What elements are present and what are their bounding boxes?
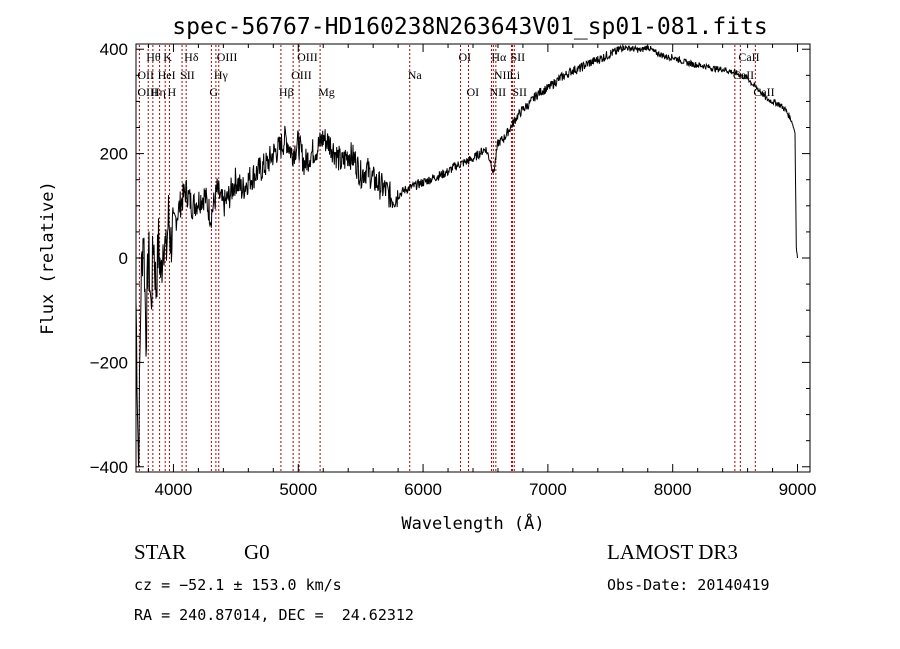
- line-label: CaII: [738, 50, 759, 64]
- y-tick-label: 0: [119, 249, 128, 268]
- line-label: NII: [489, 85, 506, 99]
- line-label: H: [167, 85, 176, 99]
- x-tick-label: 9000: [779, 480, 817, 499]
- line-label: Hδ: [184, 50, 199, 64]
- line-label: Hθ: [146, 50, 161, 64]
- x-tick-label: 5000: [279, 480, 317, 499]
- y-axis-ticks: −400 −200 0 200 400: [90, 40, 810, 477]
- line-label: OIII: [217, 50, 238, 64]
- object-class: STAR: [134, 540, 186, 564]
- line-label: Hα: [491, 50, 507, 64]
- line-label: Hγ: [214, 68, 229, 82]
- x-tick-label: 7000: [529, 480, 567, 499]
- line-label: CaII: [753, 85, 774, 99]
- x-tick-label: 6000: [404, 480, 442, 499]
- line-label: Hη: [151, 85, 166, 99]
- x-axis-label: Wavelength (Å): [401, 512, 544, 534]
- emission-line-markers: [138, 45, 756, 471]
- line-label: Na: [408, 68, 423, 82]
- x-tick-label: 4000: [155, 480, 193, 499]
- y-tick-label: −200: [90, 353, 128, 372]
- coordinates: RA = 240.87014, DEC = 24.62312: [134, 606, 414, 624]
- line-label: SII: [512, 85, 527, 99]
- spectrum-line: [135, 44, 798, 467]
- survey-name: LAMOST DR3: [607, 540, 738, 564]
- x-tick-label: 8000: [654, 480, 692, 499]
- y-tick-label: 400: [100, 40, 128, 59]
- redshift-cz: cz = −52.1 ± 153.0 km/s: [134, 576, 342, 594]
- observation-date: Obs-Date: 20140419: [607, 576, 770, 594]
- line-label: OIII: [137, 85, 158, 99]
- line-label: SII: [180, 68, 195, 82]
- x-axis-ticks: 4000 5000 6000 7000 8000 9000: [147, 44, 817, 499]
- line-label: Li: [509, 68, 520, 82]
- y-tick-label: −400: [90, 458, 128, 477]
- line-label: OII: [137, 68, 154, 82]
- line-label: CaII: [733, 68, 754, 82]
- chart-title: spec-56767-HD160238N263643V01_sp01-081.f…: [172, 14, 767, 40]
- line-label: OI: [467, 85, 480, 99]
- y-tick-label: 200: [100, 145, 128, 164]
- line-label: OIII: [297, 50, 318, 64]
- line-label: OI: [459, 50, 472, 64]
- line-label: Mg: [318, 85, 335, 99]
- line-label: G: [209, 85, 218, 99]
- line-label: SII: [510, 50, 525, 64]
- line-label: NII: [494, 68, 511, 82]
- object-subclass: G0: [244, 540, 270, 564]
- plot-frame: [135, 43, 811, 473]
- line-label: Hβ: [279, 85, 294, 99]
- line-label: K: [163, 50, 172, 64]
- line-label: HeI: [158, 68, 176, 82]
- line-label: OIII: [291, 68, 312, 82]
- y-axis-label: Flux (relative): [38, 181, 58, 335]
